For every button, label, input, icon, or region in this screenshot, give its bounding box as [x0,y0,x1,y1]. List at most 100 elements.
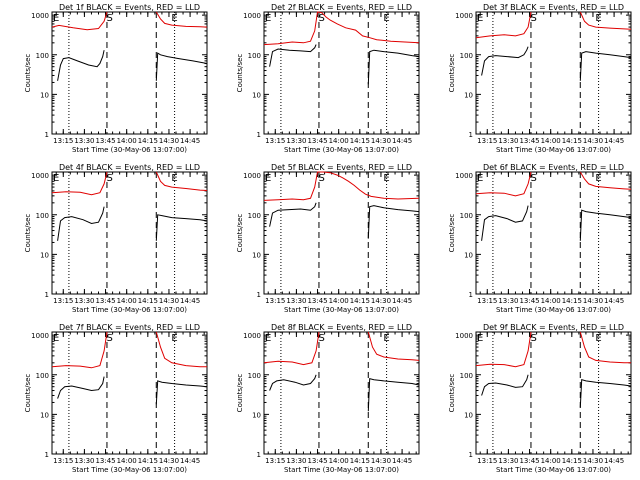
x-tick-label: 14:45 [604,137,624,145]
series-line-lld [155,11,208,28]
y-axis-label: Counts/sec [448,54,456,93]
x-tick-label: 14:00 [541,137,561,145]
plot-frame [475,171,632,295]
x-axis-label: Start Time (30-May-06 13:07:00) [284,466,399,474]
flag-label: S [107,333,113,344]
x-tick-label: 14:45 [180,297,200,305]
series-line-events [367,49,420,85]
x-tick-label: 13:15 [265,137,285,145]
panel-7: Det 7f BLACK = Events, RED = LLD 1 10 100 10… [24,323,208,474]
y-tick-label: 1000 [31,172,49,180]
series-line-events [269,374,317,391]
y-tick-label: 100 [460,52,473,60]
panel-title: Det 3f BLACK = Events, RED = LLD [483,3,624,12]
y-tick-label: 1000 [31,12,49,20]
x-tick-label: 14:00 [117,137,137,145]
x-axis-label: Start Time (30-May-06 13:07:00) [284,306,399,314]
x-tick-label: 13:45 [95,297,115,305]
series-line-lld [51,331,108,369]
x-tick-label: 13:30 [74,457,94,465]
panel-title: Det 2f BLACK = Events, RED = LLD [271,3,412,12]
x-tick-label: 13:30 [286,457,306,465]
series-line-events [367,205,420,239]
series-line-events [481,374,529,396]
series-line-lld [51,11,108,31]
x-tick-label: 14:00 [329,297,349,305]
y-tick-label: 100 [248,372,261,380]
y-tick-label: 1 [45,451,49,459]
x-tick-label: 13:15 [53,297,73,305]
flag-label: E [383,333,389,344]
y-tick-label: 1 [469,451,473,459]
series-line-lld [579,171,632,190]
y-axis-label: Counts/sec [236,54,244,93]
x-tick-label: 13:45 [307,457,327,465]
y-tick-label: 1000 [243,12,261,20]
x-tick-label: 14:45 [392,457,412,465]
x-tick-label: 14:00 [541,297,561,305]
panel-4: Det 4f BLACK = Events, RED = LLD 1 10 100 10… [24,163,208,314]
flag-label: S [531,173,537,184]
flag-label: E [477,13,483,24]
flag-label: E [265,13,271,24]
series-line-events [57,376,105,399]
x-tick-label: 13:30 [74,297,94,305]
x-tick-label: 13:30 [286,137,306,145]
y-tick-label: 1 [469,291,473,299]
x-tick-label: 13:30 [498,297,518,305]
panel-title: Det 6f BLACK = Events, RED = LLD [483,163,624,172]
series-line-events [57,206,105,241]
series-line-lld [579,331,631,364]
series-line-lld [475,11,532,39]
x-tick-label: 13:15 [53,137,73,145]
flag-label: S [107,173,113,184]
x-tick-label: 14:45 [604,297,624,305]
flag-label: S [531,333,537,344]
x-axis-label: Start Time (30-May-06 13:07:00) [496,146,611,154]
x-tick-label: 14:15 [138,457,158,465]
x-tick-label: 13:30 [286,297,306,305]
series-line-events [481,205,529,241]
x-tick-label: 13:45 [519,457,539,465]
flag-label: E [595,173,601,184]
x-tick-label: 14:30 [583,137,603,145]
x-tick-label: 13:45 [307,297,327,305]
series-line-events [155,52,208,81]
x-axis-label: Start Time (30-May-06 13:07:00) [496,306,611,314]
y-tick-label: 1000 [31,332,49,340]
y-axis-label: Counts/sec [448,374,456,413]
x-axis-label: Start Time (30-May-06 13:07:00) [284,146,399,154]
flag-label: E [171,333,177,344]
flag-label: E [171,13,177,24]
x-tick-label: 14:30 [159,137,179,145]
series-line-lld [263,11,420,46]
x-tick-label: 13:30 [498,457,518,465]
panel-title: Det 1f BLACK = Events, RED = LLD [59,3,200,12]
x-tick-label: 13:45 [519,137,539,145]
x-tick-label: 14:15 [562,297,582,305]
y-axis-label: Counts/sec [236,374,244,413]
x-tick-label: 14:00 [541,457,561,465]
flag-label: E [595,13,601,24]
x-tick-label: 14:00 [117,457,137,465]
x-tick-label: 14:30 [371,137,391,145]
panel-title: Det 8f BLACK = Events, RED = LLD [271,323,412,332]
series-line-lld [475,331,532,368]
y-axis-label: Counts/sec [448,214,456,253]
y-tick-label: 10 [464,91,473,99]
x-tick-label: 14:45 [180,137,200,145]
panel-6: Det 6f BLACK = Events, RED = LLD 1 10 100 10… [448,163,632,314]
flag-label: S [107,13,113,24]
y-tick-label: 1000 [455,12,473,20]
y-tick-label: 10 [464,251,473,259]
y-tick-label: 1000 [455,172,473,180]
series-line-events [269,202,317,227]
flag-label: E [53,173,59,184]
x-tick-label: 13:45 [95,457,115,465]
y-tick-label: 10 [464,411,473,419]
x-tick-label: 13:15 [265,297,285,305]
series-line-events [155,214,208,241]
panel-1: Det 1f BLACK = Events, RED = LLD 1 10 100 10… [24,3,208,154]
y-tick-label: 1000 [243,172,261,180]
series-line-events [579,379,632,408]
